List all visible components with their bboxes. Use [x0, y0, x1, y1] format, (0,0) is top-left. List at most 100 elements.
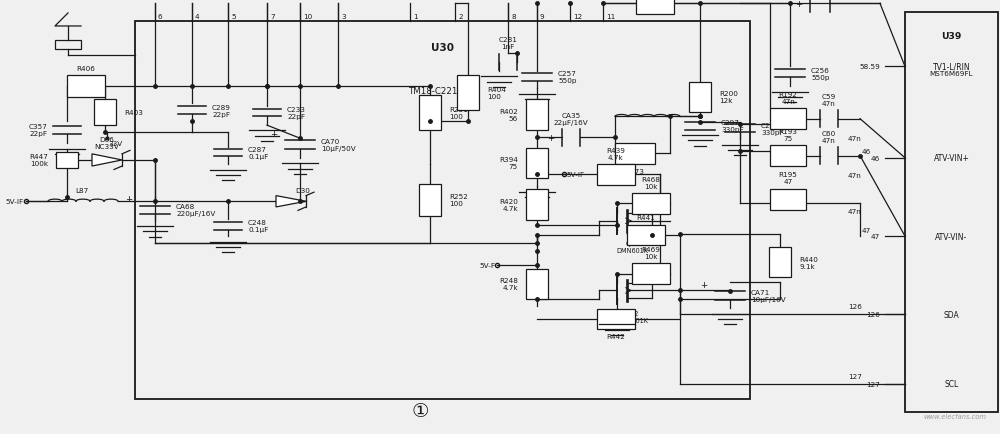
Text: 7: 7	[270, 13, 275, 20]
Text: C281
1nF: C281 1nF	[499, 37, 517, 50]
Text: 47: 47	[862, 227, 871, 233]
Text: C59
47n: C59 47n	[822, 94, 836, 107]
Text: SDA: SDA	[944, 310, 959, 319]
Bar	[769, 247, 791, 278]
Text: Q32
DMN601K: Q32 DMN601K	[616, 310, 648, 323]
Polygon shape	[276, 196, 306, 207]
Text: MST6M69FL: MST6M69FL	[930, 71, 973, 77]
Text: R403: R403	[124, 110, 143, 116]
Text: C233
22pF: C233 22pF	[287, 107, 306, 120]
Text: 1: 1	[413, 13, 418, 20]
Text: U30: U30	[431, 43, 454, 53]
Text: 47n: 47n	[848, 208, 862, 214]
Bar	[67, 76, 105, 98]
Text: 47n: 47n	[848, 136, 862, 142]
Text: CA68
220μF/16V: CA68 220μF/16V	[176, 204, 215, 217]
Text: R192
47n: R192 47n	[779, 92, 797, 105]
Text: R441: R441	[637, 215, 655, 221]
Text: +: +	[125, 195, 132, 204]
Text: R394
75: R394 75	[499, 157, 518, 170]
Text: 127: 127	[848, 373, 862, 379]
Text: C296
330pF: C296 330pF	[761, 122, 784, 135]
Text: R402
56: R402 56	[499, 108, 518, 122]
Text: D66
NC33V: D66 NC33V	[95, 136, 119, 149]
Text: C248
0.1μF: C248 0.1μF	[248, 220, 268, 233]
Text: R200
12k: R200 12k	[719, 91, 738, 104]
Text: U39: U39	[941, 33, 962, 41]
Text: R173: R173	[626, 169, 644, 175]
Text: R248
4.7k: R248 4.7k	[499, 278, 518, 291]
Bar	[526, 148, 548, 179]
Text: R439
4.7k: R439 4.7k	[607, 147, 625, 160]
Text: ①: ①	[411, 401, 429, 420]
Text: D30: D30	[295, 187, 310, 193]
Text: R406: R406	[77, 66, 95, 72]
Text: CA70
10μF/50V: CA70 10μF/50V	[321, 139, 356, 152]
Text: 5V-IF: 5V-IF	[566, 172, 584, 178]
Text: C256
550p: C256 550p	[811, 68, 830, 81]
Text: TM18-C2211VH: TM18-C2211VH	[409, 87, 476, 95]
Text: 2: 2	[458, 13, 463, 20]
Text: 12: 12	[573, 13, 582, 20]
Text: 46: 46	[871, 155, 880, 161]
Bar	[627, 225, 665, 245]
Text: R468
10k: R468 10k	[642, 176, 660, 189]
Text: C289
22pF: C289 22pF	[212, 105, 231, 118]
Text: R469
10k: R469 10k	[642, 247, 660, 260]
Bar	[597, 309, 635, 329]
Text: CA71
10μF/16V: CA71 10μF/16V	[751, 289, 786, 302]
Text: 127: 127	[866, 381, 880, 387]
Text: 11: 11	[606, 13, 615, 20]
Bar	[632, 194, 670, 214]
Text: 5: 5	[231, 13, 236, 20]
Bar	[94, 100, 116, 126]
Text: 5V-IF: 5V-IF	[6, 199, 24, 205]
Bar	[419, 184, 441, 217]
Text: R252
100: R252 100	[449, 194, 468, 207]
Text: R420
4.7k: R420 4.7k	[499, 198, 518, 211]
Text: 58.59: 58.59	[859, 64, 880, 70]
Text: R195
47: R195 47	[779, 172, 797, 185]
Text: R193
75: R193 75	[779, 128, 797, 141]
Bar	[56, 153, 78, 168]
Text: SCL: SCL	[944, 380, 959, 388]
Text: R440
9.1k: R440 9.1k	[799, 256, 818, 269]
Text: 9: 9	[540, 13, 545, 20]
Text: 3: 3	[341, 13, 346, 20]
Bar	[457, 76, 479, 111]
Text: 58.59: 58.59	[882, 0, 903, 1]
Bar	[135, 22, 750, 399]
Text: 8: 8	[511, 13, 516, 20]
Text: L87: L87	[75, 187, 89, 193]
Text: C297
330pF: C297 330pF	[721, 120, 744, 133]
Text: R251
100: R251 100	[449, 106, 468, 119]
Text: 10: 10	[303, 13, 312, 20]
Bar	[632, 264, 670, 285]
Bar	[770, 146, 806, 167]
Text: C60
47n: C60 47n	[822, 131, 836, 144]
Bar	[419, 95, 441, 130]
Bar	[770, 109, 806, 130]
Text: TV1-L/RIN: TV1-L/RIN	[933, 63, 970, 72]
Bar	[636, 0, 674, 15]
Bar	[55, 41, 81, 50]
Text: +: +	[270, 130, 277, 139]
Text: +: +	[700, 280, 707, 289]
Text: Q32
DMN601K: Q32 DMN601K	[616, 241, 648, 254]
Text: 126: 126	[848, 303, 862, 309]
Text: 6: 6	[158, 13, 163, 20]
Text: 47n: 47n	[848, 173, 862, 179]
Text: www.elecfans.com: www.elecfans.com	[924, 413, 986, 419]
Bar	[905, 13, 998, 412]
Bar	[770, 189, 806, 210]
Bar	[526, 100, 548, 130]
Text: 33V: 33V	[108, 140, 122, 146]
Text: +: +	[547, 134, 554, 142]
Bar	[615, 144, 655, 164]
Text: C257
550p: C257 550p	[558, 71, 577, 84]
Text: 5V-F: 5V-F	[479, 263, 495, 269]
Text: 4: 4	[195, 13, 200, 20]
Text: +: +	[795, 0, 802, 9]
Bar	[526, 269, 548, 299]
Text: R447
100k: R447 100k	[29, 154, 48, 167]
